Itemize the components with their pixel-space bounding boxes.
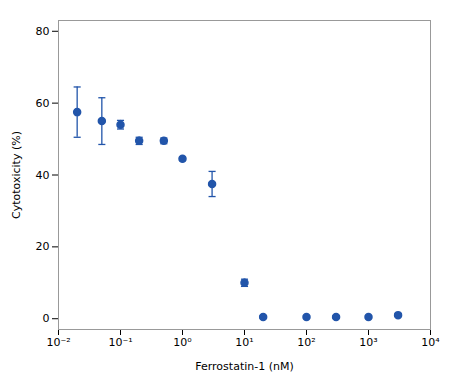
svg-text:20: 20 (36, 240, 50, 253)
svg-text:10⁻²: 10⁻² (46, 336, 70, 349)
svg-text:10¹: 10¹ (235, 336, 253, 349)
svg-text:80: 80 (36, 25, 50, 38)
svg-text:10⁰: 10⁰ (173, 336, 192, 349)
svg-text:60: 60 (36, 97, 50, 110)
svg-text:Ferrostatin-1 (nM): Ferrostatin-1 (nM) (195, 360, 293, 373)
svg-text:10³: 10³ (359, 336, 377, 349)
svg-text:Cytotoxicity (%): Cytotoxicity (%) (10, 131, 23, 219)
svg-text:10⁻¹: 10⁻¹ (108, 336, 132, 349)
svg-text:10²: 10² (297, 336, 315, 349)
svg-text:40: 40 (36, 169, 50, 182)
svg-text:10⁴: 10⁴ (421, 336, 440, 349)
svg-text:0: 0 (43, 312, 50, 325)
